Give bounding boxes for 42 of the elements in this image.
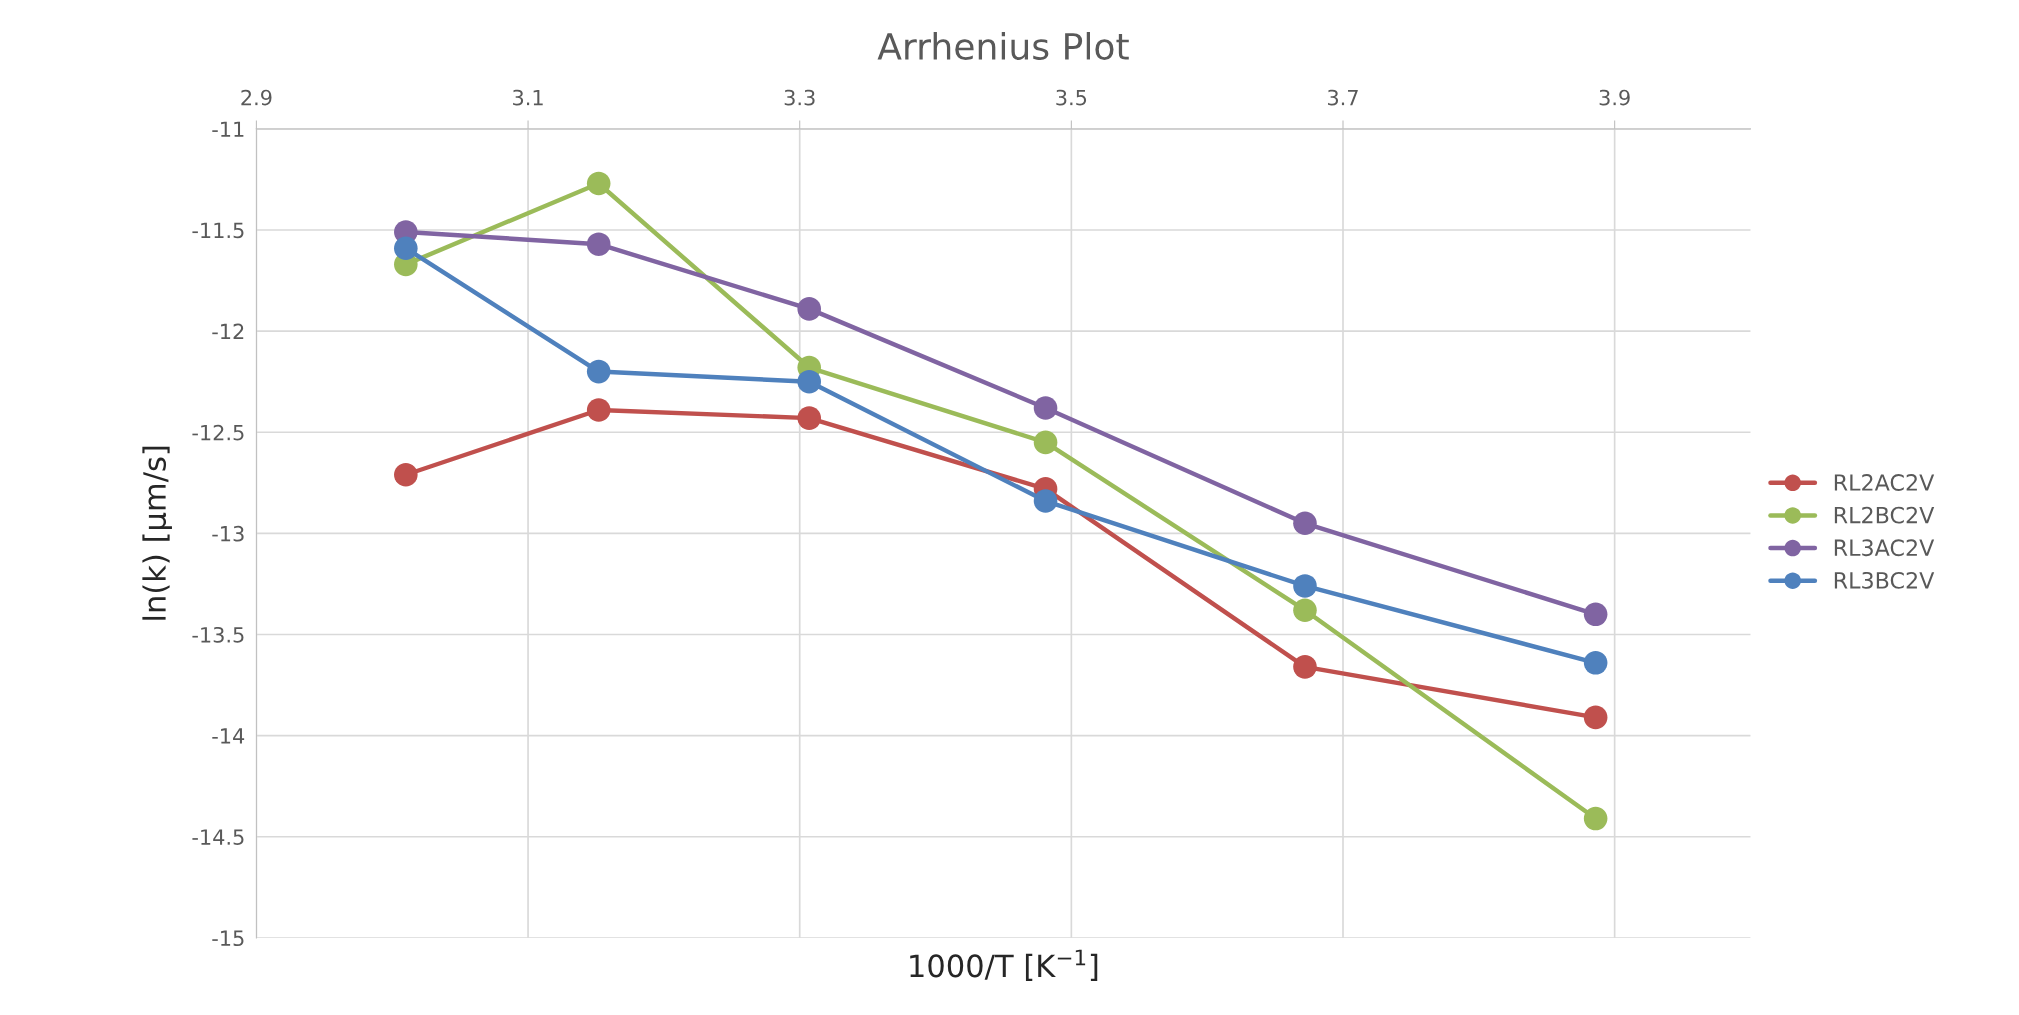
x-tick-label: 3.9 — [1599, 89, 1630, 106]
y-axis-title: ln(k) [µm/s] — [142, 446, 172, 620]
point — [1293, 574, 1317, 598]
point — [1033, 396, 1058, 420]
point — [1293, 655, 1317, 679]
point — [394, 236, 418, 261]
point — [394, 462, 418, 487]
point — [586, 398, 611, 422]
point — [1583, 705, 1608, 730]
point — [1033, 430, 1058, 455]
point — [1583, 602, 1608, 627]
x-axis-title: 1000/T [K$^{−1}$] — [910, 949, 1098, 981]
point — [797, 297, 822, 321]
legend-label: RL3BC2V — [1834, 571, 1935, 589]
y-tick-label: -13.5 — [192, 626, 244, 643]
y-tick-label: -15 — [212, 930, 244, 947]
legend-label: RL2BC2V — [1834, 506, 1935, 524]
y-tick-label: -13 — [212, 525, 244, 542]
chart-title: Arrhenius Plot — [877, 32, 1129, 60]
y-tick-label: -14 — [212, 728, 245, 744]
x-tick-label: 3.1 — [513, 89, 543, 106]
y-tick-label: -12 — [212, 323, 244, 340]
point — [1033, 489, 1058, 513]
y-tick-label: -11.5 — [192, 222, 244, 239]
point — [586, 171, 611, 196]
point — [1293, 598, 1317, 623]
point — [797, 406, 822, 430]
y-tick-label: -11 — [212, 121, 244, 137]
point — [797, 369, 822, 394]
point — [1583, 651, 1608, 675]
x-tick-label: 3.3 — [784, 89, 815, 106]
x-tick-label: 3.5 — [1056, 89, 1087, 106]
legend-label: RL2AC2V — [1834, 474, 1935, 491]
point — [586, 232, 611, 256]
point — [1583, 806, 1608, 831]
point — [586, 359, 611, 384]
x-tick-label: 2.9 — [241, 89, 272, 106]
point — [1293, 511, 1317, 536]
y-tick-label: -12.5 — [192, 424, 244, 441]
x-tick-label: 3.7 — [1328, 89, 1358, 106]
y-tick-label: -14.5 — [192, 829, 244, 845]
legend-label: RL3AC2V — [1834, 539, 1935, 557]
